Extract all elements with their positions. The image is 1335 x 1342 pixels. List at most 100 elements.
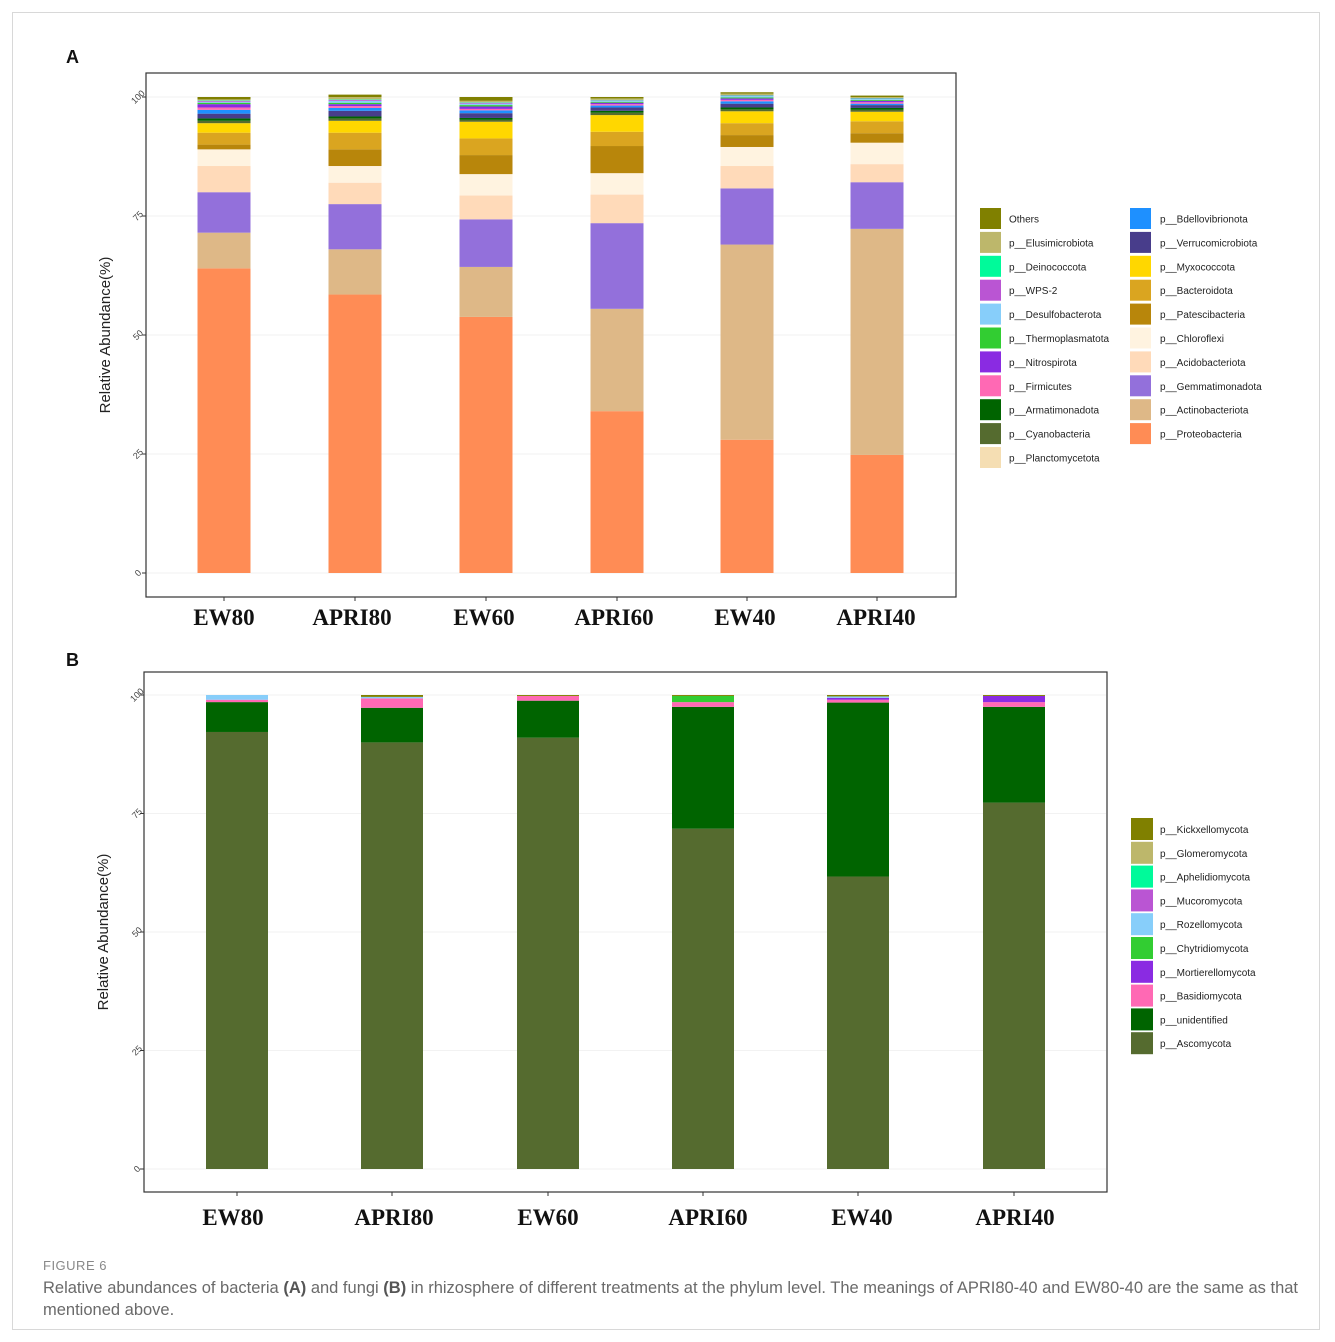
y-tick-label-75: 75 — [130, 806, 144, 820]
bar-segment-apri60-p-chloroflexi — [590, 173, 644, 195]
bar-segment-apri40-p-verrucomicrobiota — [850, 105, 904, 108]
bar-segment-apri80-p-acidobacteriota — [328, 182, 382, 205]
legend-swatch-p-deinococcota — [980, 255, 1001, 277]
legend-swatch-p-kickxellomycota — [1131, 818, 1153, 840]
legend-swatch-p-nitrospirota — [980, 351, 1001, 373]
bar-segment-apri80-p-armatimonadota — [328, 116, 382, 119]
bar-segment-ew60-p-actinobacteriota — [459, 266, 513, 317]
legend-swatch-p-mortierellomycota — [1131, 960, 1153, 983]
bar-segment-ew40-p-cyanobacteria — [720, 109, 774, 112]
x-label-apri60: APRI60 — [668, 1205, 747, 1230]
bar-segment-apri80-p-nitrospirota — [328, 104, 382, 107]
bar-segment-ew80-p-firmicutes — [197, 107, 251, 110]
bar-segment-apri60-p-cyanobacteria — [590, 112, 644, 116]
bar-segment-apri80-p-kickxellomycota — [361, 695, 423, 697]
bar-segment-ew60-others — [459, 97, 513, 101]
bar-segment-ew80-p-proteobacteria — [197, 268, 251, 573]
bar-segment-ew40-p-basidiomycota — [827, 699, 889, 703]
bar-segment-ew60-p-desulfobacterota — [459, 103, 513, 106]
legend-label-p-mortierellomycota: p__Mortierellomycota — [1160, 968, 1256, 979]
bar-segment-ew60-p-nitrospirota — [459, 106, 513, 109]
legend-swatch-p-acidobacteriota — [1130, 351, 1151, 373]
bar-segment-apri80-p-verrucomicrobiota — [328, 110, 382, 117]
bar-segment-ew80-p-cyanobacteria — [197, 120, 251, 124]
bar-segment-ew60-p-elusimicrobiota — [459, 100, 513, 103]
legend-swatch-p-actinobacteriota — [1130, 399, 1151, 421]
bar-segment-ew40-p-armatimonadota — [720, 107, 774, 110]
bar-segment-apri40-p-mortierellomycota — [983, 695, 1045, 703]
bar-segment-apri60-p-verrucomicrobiota — [590, 107, 644, 111]
bar-segment-ew80-p-desulfobacterota — [197, 101, 251, 103]
bar-segment-ew60-p-proteobacteria — [459, 316, 513, 573]
bar-segment-ew40-p-nitrospirota — [720, 98, 774, 100]
y-axis-label: Relative Abundance(%) — [97, 257, 114, 414]
bar-segment-ew80-p-unidentified — [206, 702, 268, 732]
bar-segment-ew60-p-bdellovibrionota — [459, 110, 513, 114]
legend-label-p-gemmatimonadota: p__Gemmatimonadota — [1160, 382, 1262, 393]
legend-label-others: Others — [1009, 215, 1039, 226]
bar-segment-ew40-p-actinobacteriota — [720, 244, 774, 440]
legend-label-p-proteobacteria: p__Proteobacteria — [1160, 430, 1242, 441]
bar-segment-apri80-p-ascomycota — [361, 742, 423, 1169]
bar-segment-apri80-p-bacteroidota — [328, 132, 382, 150]
x-label-ew60: EW60 — [453, 605, 514, 630]
bar-segment-ew60-p-gemmatimonadota — [459, 219, 513, 267]
legend-label-p-desulfobacterota: p__Desulfobacterota — [1009, 310, 1102, 321]
bar-segment-ew40-p-gemmatimonadota — [720, 188, 774, 245]
caption-b: (B) — [383, 1279, 407, 1297]
legend-swatch-p-wps-2 — [980, 279, 1001, 301]
bar-segment-apri40-p-firmicutes — [850, 102, 904, 104]
legend-label-p-aphelidiomycota: p__Aphelidiomycota — [1160, 873, 1250, 884]
bar-segment-ew60-p-thermoplasmatota — [459, 105, 513, 107]
bar-segment-apri80-p-rozellomycota — [361, 696, 423, 699]
bar-segment-apri60-others — [590, 97, 644, 99]
x-label-ew40: EW40 — [831, 1205, 892, 1230]
bar-segment-apri60-p-elusimicrobiota — [590, 98, 644, 100]
x-label-apri40: APRI40 — [836, 605, 915, 630]
y-tick-label-75: 75 — [131, 209, 145, 223]
bar-segment-apri80-p-elusimicrobiota — [328, 97, 382, 100]
legend-label-p-chytridiomycota: p__Chytridiomycota — [1160, 944, 1249, 955]
bar-segment-apri60-p-patescibacteria — [590, 146, 644, 174]
bar-segment-apri40-p-armatimonadota — [850, 107, 904, 110]
bar-segment-ew40-p-kickxellomycota — [827, 695, 889, 697]
bar-segment-apri60-p-unidentified — [672, 706, 734, 829]
y-tick-label-25: 25 — [130, 1043, 144, 1057]
bar-segment-apri60-p-bacteroidota — [590, 131, 644, 147]
bar-segment-ew80-p-nitrospirota — [197, 104, 251, 108]
legend-swatch-p-firmicutes — [980, 375, 1001, 397]
caption-a: (A) — [283, 1279, 307, 1297]
y-tick-label-100: 100 — [128, 686, 146, 704]
y-tick-label-25: 25 — [131, 447, 145, 461]
bar-segment-apri60-p-myxococcota — [590, 115, 644, 132]
bar-segment-apri80-p-gemmatimonadota — [328, 204, 382, 250]
bar-segment-ew80-p-basidiomycota — [206, 699, 268, 703]
caption-pre: Relative abundances of bacteria — [43, 1279, 284, 1297]
bar-segment-ew80-others — [197, 97, 251, 100]
bar-segment-ew80-p-armatimonadota — [197, 118, 251, 121]
bar-segment-ew40-p-myxococcota — [720, 111, 774, 124]
legend-label-p-patescibacteria: p__Patescibacteria — [1160, 310, 1245, 321]
x-label-ew40: EW40 — [714, 605, 775, 630]
bar-segment-ew80-p-rozellomycota — [206, 695, 268, 700]
legend-swatch-p-planctomycetota — [980, 447, 1001, 468]
legend-label-p-unidentified: p__unidentified — [1160, 1015, 1228, 1026]
legend-swatch-p-unidentified — [1131, 1008, 1153, 1031]
bar-segment-apri40-p-kickxellomycota — [983, 695, 1045, 696]
legend-swatch-p-elusimicrobiota — [980, 231, 1001, 253]
bar-segment-apri60-p-ascomycota — [672, 828, 734, 1169]
bar-segment-apri80-p-thermoplasmatota — [328, 102, 382, 105]
legend-label-p-rozellomycota: p__Rozellomycota — [1160, 920, 1243, 931]
bar-segment-ew60-p-firmicutes — [459, 108, 513, 111]
bar-segment-apri60-p-nitrospirota — [590, 102, 644, 105]
bar-segment-ew60-p-patescibacteria — [459, 155, 513, 175]
bar-segment-apri40-p-myxococcota — [850, 111, 904, 122]
bar-segment-apri80-p-proteobacteria — [328, 294, 382, 573]
figure-caption: Relative abundances of bacteria (A) and … — [43, 1277, 1303, 1321]
x-label-apri60: APRI60 — [574, 605, 653, 630]
bar-segment-ew40-p-unidentified — [827, 702, 889, 877]
bar-segment-apri60-p-thermoplasmatota — [590, 101, 644, 103]
x-label-apri80: APRI80 — [354, 1205, 433, 1230]
y-tick-label-50: 50 — [130, 925, 144, 939]
